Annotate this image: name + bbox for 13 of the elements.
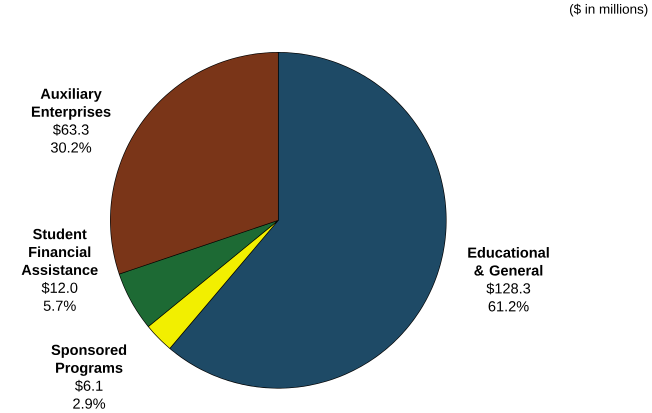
slice-label: Student Financial Assistance xyxy=(22,228,98,276)
data-label: $6.1 xyxy=(75,380,102,392)
text: 61.2% xyxy=(488,301,529,312)
text: 5.7% xyxy=(44,300,76,312)
slice-label: Sponsored Programs xyxy=(51,344,126,376)
data-label: $12.0 xyxy=(42,282,78,294)
slice-label: Educational & General xyxy=(468,247,549,276)
text: ($ in millions) xyxy=(570,4,648,17)
text: 2.9% xyxy=(73,398,106,410)
slice-label: Auxiliary Enterprises xyxy=(32,88,110,120)
data-label: $128.3 xyxy=(486,282,530,295)
data-label: $63.3 xyxy=(52,124,89,136)
text: 30.2% xyxy=(50,142,92,153)
